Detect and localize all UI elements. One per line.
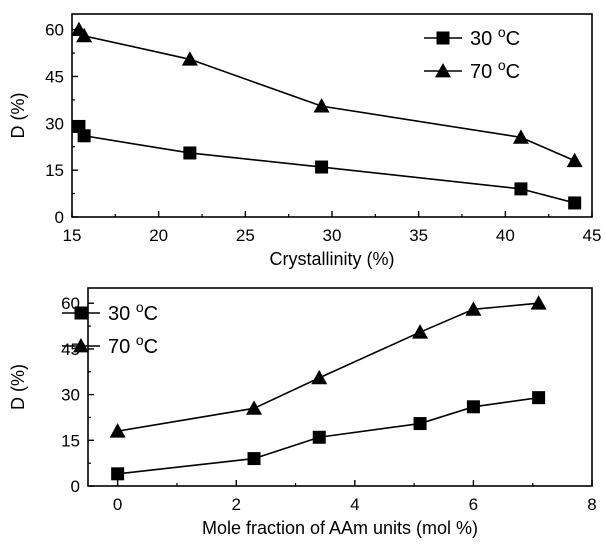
data-point-triangle (313, 98, 330, 113)
series-line (117, 302, 539, 432)
data-point-square (183, 146, 197, 160)
legend: 30 oC 70 oC (424, 24, 520, 83)
data-point-triangle (412, 324, 429, 339)
series-30c (111, 391, 546, 481)
legend-label: 70 oC (108, 332, 158, 358)
data-point-square (514, 182, 528, 196)
x-tick-label: 35 (409, 226, 428, 245)
data-point-square (77, 129, 91, 143)
x-axis-title: Mole fraction of AAm units (mol %) (202, 518, 478, 538)
data-point-triangle (311, 369, 328, 385)
x-tick-label: 40 (496, 226, 515, 245)
x-tick-label: 4 (350, 495, 359, 514)
y-axis-title: D (%) (8, 93, 28, 139)
data-point-square (111, 467, 125, 481)
data-point-square (247, 452, 261, 466)
y-tick-label: 60 (45, 21, 64, 40)
series-30c (72, 119, 582, 210)
y-tick-label: 15 (45, 161, 64, 180)
x-tick-label: 15 (63, 226, 82, 245)
data-point-square (312, 430, 326, 444)
legend-label: 70 oC (470, 57, 520, 83)
legend-label: 30 oC (108, 299, 158, 325)
data-point-triangle (465, 301, 482, 316)
data-point-triangle (246, 400, 263, 415)
legend-marker-square (74, 306, 88, 320)
series-70c (109, 295, 547, 438)
data-point-triangle (530, 295, 547, 310)
x-tick-label: 20 (149, 226, 168, 245)
data-point-square (315, 160, 329, 174)
y-tick-label: 15 (61, 431, 80, 450)
y-tick-label: 0 (71, 477, 80, 496)
x-tick-label: 45 (583, 226, 602, 245)
legend-marker-square (436, 31, 450, 45)
x-tick-label: 6 (469, 495, 478, 514)
plot-frame (87, 287, 593, 487)
y-tick-label: 30 (61, 386, 80, 405)
y-tick-label: 0 (55, 208, 64, 227)
y-tick-label: 45 (61, 340, 80, 359)
legend-marker-triangle (73, 338, 89, 353)
series-70c (70, 21, 583, 168)
data-point-triangle (566, 152, 583, 168)
x-tick-label: 8 (587, 495, 596, 514)
series-line (78, 29, 575, 162)
data-point-triangle (181, 51, 198, 66)
data-point-square (466, 400, 480, 414)
data-point-square (568, 196, 582, 210)
x-tick-label: 30 (323, 226, 342, 245)
data-point-triangle (76, 27, 93, 43)
data-point-square (532, 391, 546, 405)
x-tick-label: 25 (236, 226, 255, 245)
x-axis-title: Crystallinity (%) (269, 249, 394, 269)
data-point-triangle (109, 423, 126, 438)
y-tick-label: 45 (45, 67, 64, 86)
series-line (117, 396, 539, 475)
x-tick-label: 2 (232, 495, 241, 514)
y-axis-title: D (%) (8, 364, 28, 410)
data-point-square (413, 417, 427, 431)
legend: 30 oC 70 oC (62, 299, 158, 358)
y-tick-label: 30 (45, 114, 64, 133)
data-point-triangle (512, 129, 529, 144)
legend-label: 30 oC (470, 24, 520, 50)
x-tick-label: 0 (113, 495, 122, 514)
legend-marker-triangle (435, 63, 451, 78)
